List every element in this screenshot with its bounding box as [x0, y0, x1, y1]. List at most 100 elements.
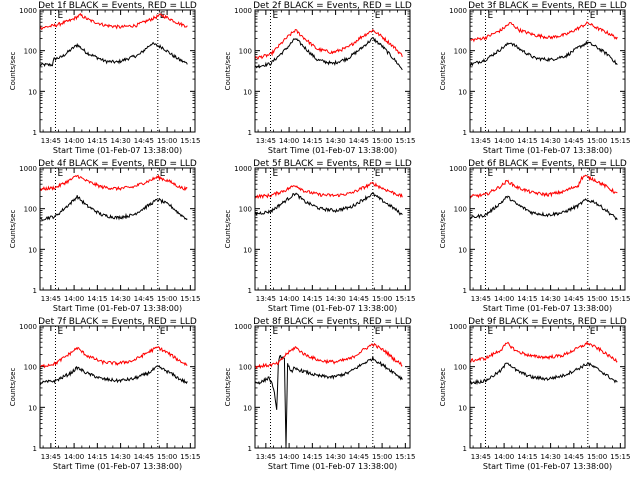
x-tick-label: 14:45	[564, 295, 584, 303]
x-tick-label: 13:45	[256, 295, 276, 303]
x-tick-label: 14:45	[134, 295, 154, 303]
y-tick-label: 10	[28, 404, 37, 412]
y-tick-label: 10	[243, 404, 252, 412]
plot-frame	[254, 9, 411, 133]
x-tick-label: 14:00	[494, 137, 514, 145]
y-tick-label: 100	[454, 206, 467, 214]
x-tick-label: 14:45	[134, 453, 154, 461]
event-marker-label: E	[375, 11, 381, 21]
event-marker-label: E	[160, 327, 166, 337]
panel-title: Det 5f BLACK = Events, RED = LLD	[253, 159, 412, 169]
plot-frame	[39, 167, 196, 291]
x-tick-label: 14:00	[64, 453, 84, 461]
panel-det-6f: Det 6f BLACK = Events, RED = LLD Counts/s…	[439, 159, 630, 313]
panel-det-7f: Det 7f BLACK = Events, RED = LLD Counts/s…	[9, 317, 200, 471]
x-axis-label: Start Time (01-Feb-07 13:38:00)	[53, 146, 182, 155]
x-tick-label: 15:00	[587, 137, 607, 145]
x-tick-label: 14:15	[87, 453, 107, 461]
y-axis-label: Counts/sec	[9, 368, 17, 407]
x-tick-label: 15:15	[395, 453, 415, 461]
y-tick-label: 100	[24, 48, 37, 56]
x-tick-label: 14:45	[349, 295, 369, 303]
lld-series-line	[39, 346, 188, 369]
x-tick-label: 13:45	[256, 453, 276, 461]
lld-series-line	[254, 29, 403, 60]
panel-det-4f: Det 4f BLACK = Events, RED = LLD Counts/s…	[9, 159, 200, 313]
event-marker-label: E	[488, 327, 494, 337]
x-tick-label: 14:45	[564, 137, 584, 145]
x-tick-label: 13:45	[256, 137, 276, 145]
y-tick-label: 100	[24, 364, 37, 372]
y-tick-label: 1	[33, 129, 37, 137]
x-tick-label: 15:15	[180, 295, 200, 303]
event-marker-label: E	[375, 169, 381, 179]
lld-series-line	[469, 174, 618, 199]
y-tick-label: 1000	[234, 323, 252, 331]
x-tick-label: 14:15	[302, 453, 322, 461]
y-tick-label: 10	[243, 88, 252, 96]
x-tick-label: 15:00	[587, 453, 607, 461]
y-tick-label: 1	[33, 445, 37, 453]
lld-series-line	[469, 340, 618, 363]
x-axis-label: Start Time (01-Feb-07 13:38:00)	[53, 462, 182, 471]
x-tick-label: 13:45	[471, 295, 491, 303]
y-tick-label: 1	[33, 287, 37, 295]
panel-det-2f: Det 2f BLACK = Events, RED = LLD Counts/s…	[224, 1, 415, 155]
x-tick-label: 15:00	[372, 137, 392, 145]
x-tick-label: 15:00	[157, 295, 177, 303]
y-axis-label: Counts/sec	[224, 368, 232, 407]
y-tick-label: 10	[243, 246, 252, 254]
y-tick-label: 10	[28, 246, 37, 254]
y-tick-label: 10	[28, 88, 37, 96]
x-tick-label: 14:00	[494, 295, 514, 303]
y-tick-label: 1000	[19, 165, 37, 173]
x-tick-label: 14:30	[326, 295, 346, 303]
x-tick-label: 14:15	[87, 137, 107, 145]
events-series-line	[39, 41, 188, 68]
event-marker-label: E	[488, 11, 494, 21]
x-tick-label: 15:00	[157, 453, 177, 461]
plot-frame	[469, 325, 626, 449]
event-marker-label: E	[488, 169, 494, 179]
x-tick-label: 15:00	[372, 295, 392, 303]
y-tick-label: 100	[24, 206, 37, 214]
x-tick-label: 15:15	[610, 137, 630, 145]
events-series-line	[469, 195, 618, 221]
y-tick-label: 1000	[19, 323, 37, 331]
y-tick-label: 100	[239, 206, 252, 214]
x-tick-label: 14:15	[517, 295, 537, 303]
event-marker-label: E	[58, 169, 64, 179]
y-tick-label: 1000	[234, 7, 252, 15]
x-tick-label: 15:15	[610, 453, 630, 461]
x-tick-label: 15:00	[587, 295, 607, 303]
panel-det-8f: Det 8f BLACK = Events, RED = LLD Counts/s…	[224, 317, 415, 471]
y-tick-label: 100	[454, 48, 467, 56]
x-tick-label: 14:15	[302, 137, 322, 145]
event-marker-label: E	[375, 327, 381, 337]
y-tick-label: 1	[248, 445, 252, 453]
x-tick-label: 13:45	[41, 137, 61, 145]
panel-title: Det 1f BLACK = Events, RED = LLD	[38, 1, 197, 11]
x-tick-label: 14:30	[326, 453, 346, 461]
lld-series-line	[469, 21, 618, 43]
x-tick-label: 14:45	[349, 453, 369, 461]
event-marker-label: E	[590, 169, 596, 179]
lld-series-line	[39, 12, 188, 31]
x-tick-label: 14:00	[494, 453, 514, 461]
y-tick-label: 1000	[449, 165, 467, 173]
x-tick-label: 14:00	[279, 137, 299, 145]
x-tick-label: 15:15	[180, 137, 200, 145]
x-tick-label: 14:30	[111, 137, 131, 145]
plot-frame	[39, 9, 196, 133]
y-axis-label: Counts/sec	[9, 52, 17, 91]
y-tick-label: 1	[463, 445, 467, 453]
x-tick-label: 14:15	[517, 453, 537, 461]
x-axis-label: Start Time (01-Feb-07 13:38:00)	[483, 304, 612, 313]
x-tick-label: 14:00	[279, 453, 299, 461]
event-marker-label: E	[58, 327, 64, 337]
x-tick-label: 14:30	[541, 137, 561, 145]
y-tick-label: 1	[248, 287, 252, 295]
panel-title: Det 9f BLACK = Events, RED = LLD	[468, 317, 627, 327]
x-axis-label: Start Time (01-Feb-07 13:38:00)	[268, 146, 397, 155]
